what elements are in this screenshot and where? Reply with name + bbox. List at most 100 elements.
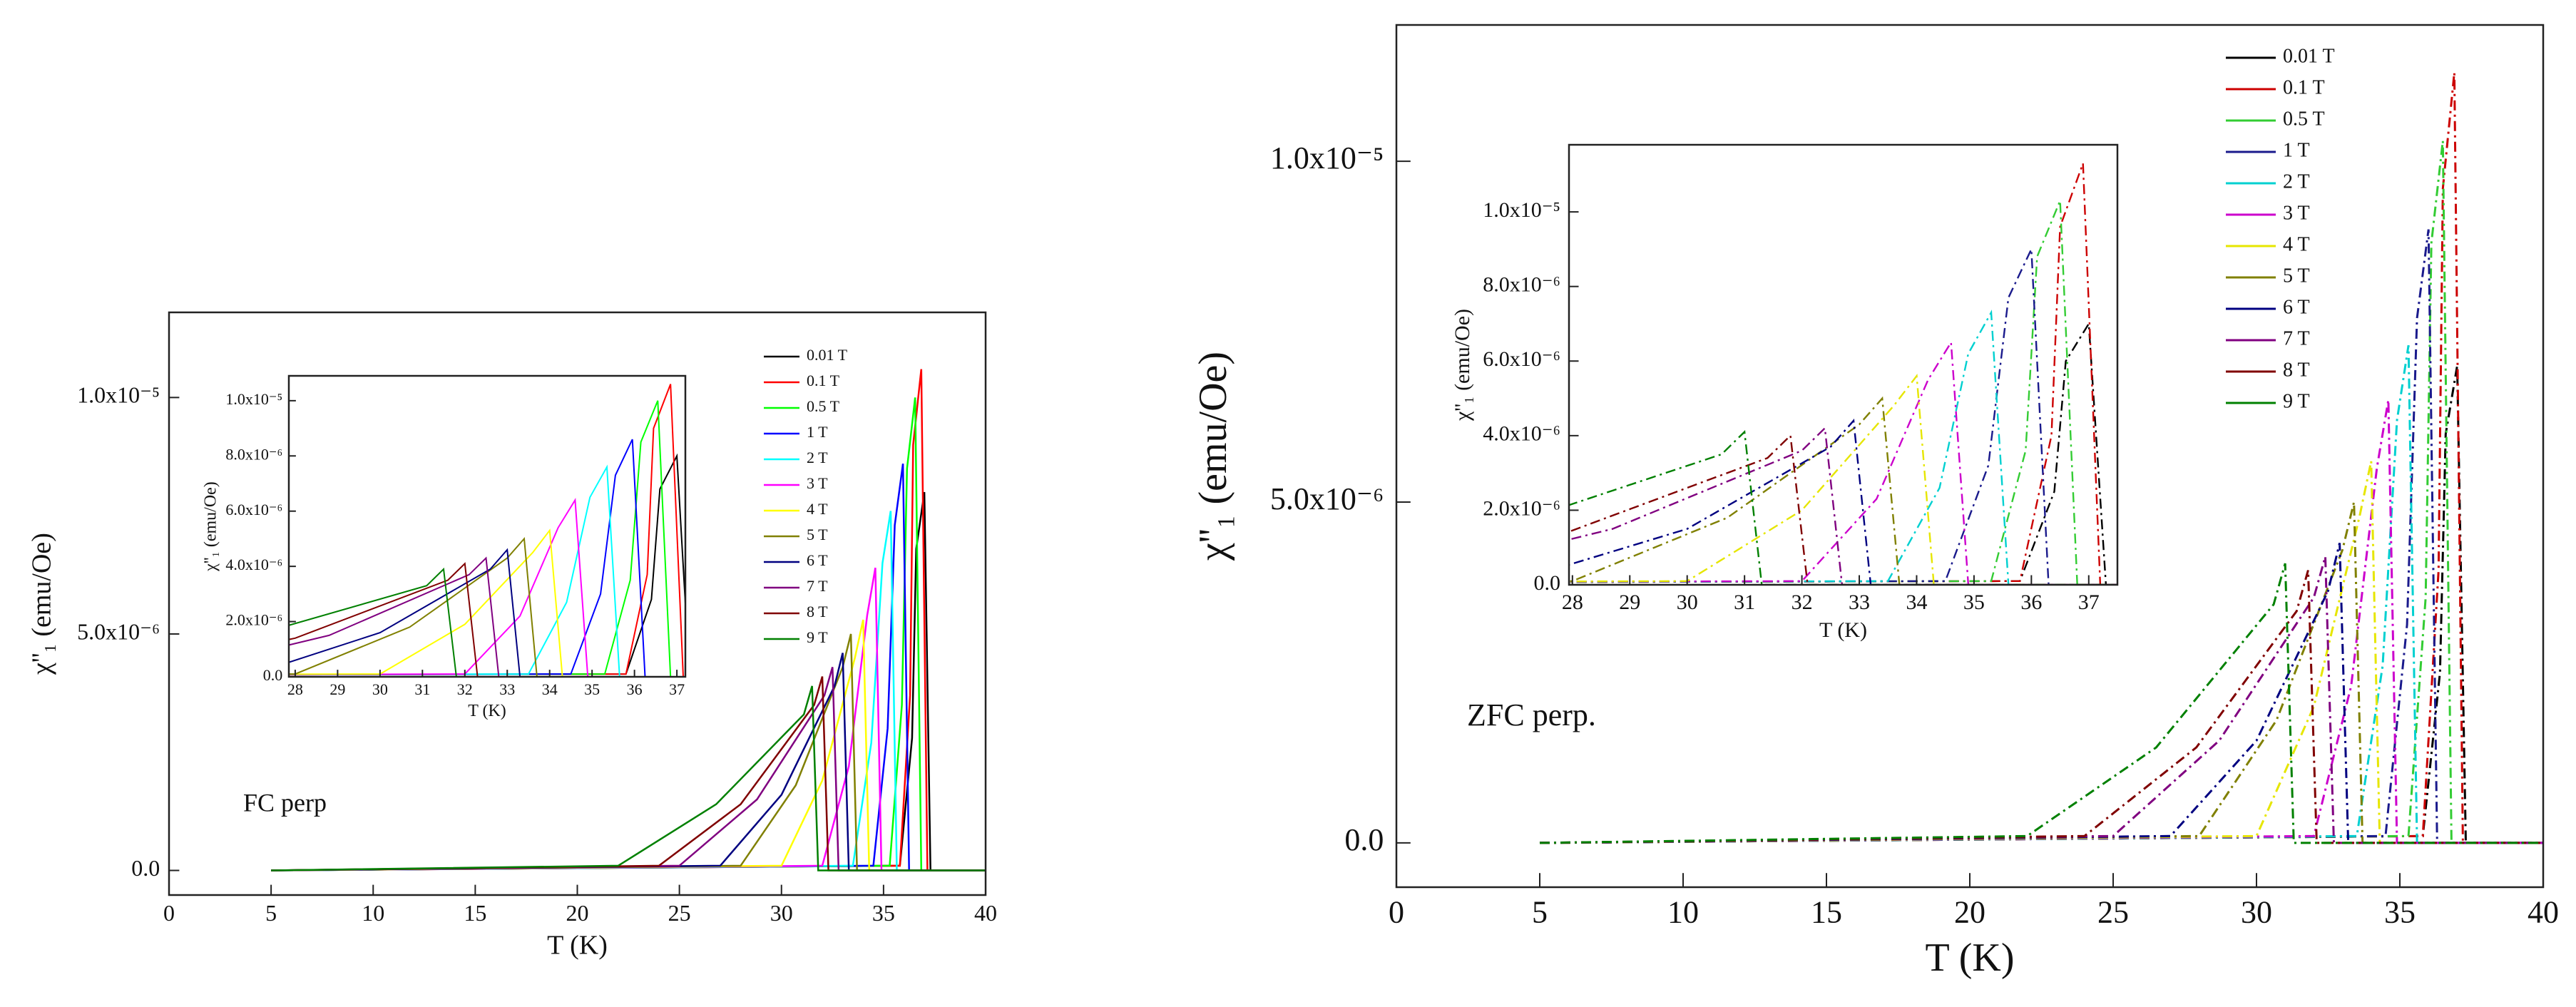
x-tick-label: 20 xyxy=(566,900,589,926)
y-tick-label: 1.0x10⁻⁵ xyxy=(225,390,282,408)
series-line xyxy=(1539,72,2543,844)
x-tick-label: 25 xyxy=(2097,895,2129,930)
legend-label: 3 T xyxy=(807,474,828,492)
legend-label: 1 T xyxy=(2283,139,2310,161)
series-line xyxy=(289,439,685,677)
y-tick-label: 5.0x10⁻⁶ xyxy=(1270,481,1384,516)
legend-label: 9 T xyxy=(807,628,828,646)
x-tick-label: 15 xyxy=(464,900,486,926)
series-line xyxy=(289,556,685,677)
y-axis-label: χ''₁ (emu/Oe) xyxy=(27,533,57,675)
y-tick-label: 1.0x10⁻⁵ xyxy=(77,382,160,408)
x-tick-label: 15 xyxy=(1811,895,1842,930)
legend-label: 4 T xyxy=(807,500,828,518)
x-tick-label: 40 xyxy=(974,900,997,926)
plot-area xyxy=(1569,145,2117,585)
x-tick-label: 5 xyxy=(1532,895,1548,930)
x-axis-label: T (K) xyxy=(1819,618,1867,642)
x-tick-label: 0 xyxy=(163,900,175,926)
y-tick-label: 0.0 xyxy=(1344,822,1384,857)
x-tick-label: 30 xyxy=(2241,895,2272,930)
legend-label: 6 T xyxy=(2283,296,2310,318)
series-line xyxy=(1569,163,2117,585)
x-tick-label: 36 xyxy=(2020,591,2042,614)
y-tick-label: 8.0x10⁻⁶ xyxy=(225,445,282,463)
x-axis-label: T (K) xyxy=(468,702,506,720)
x-tick-label: 29 xyxy=(329,680,345,698)
legend-label: 8 T xyxy=(807,603,828,620)
y-axis-label: χ''₁ (emu/Oe) xyxy=(1451,309,1474,421)
plot-area xyxy=(289,376,685,677)
x-tick-label: 34 xyxy=(1906,591,1927,614)
series-line xyxy=(1539,140,2543,844)
series-line xyxy=(1539,399,2543,844)
y-tick-label: 2.0x10⁻⁶ xyxy=(225,611,282,629)
y-axis-label: χ''₁ (emu/Oe) xyxy=(1191,352,1235,561)
series-group xyxy=(1539,72,2543,844)
legend-label: 4 T xyxy=(2283,233,2310,255)
legend-label: 0.01 T xyxy=(2283,45,2335,67)
x-tick-label: 32 xyxy=(1792,591,1813,614)
legend-label: 7 T xyxy=(2283,327,2310,349)
legend-label: 6 T xyxy=(807,551,828,569)
x-tick-label: 25 xyxy=(668,900,691,926)
x-tick-label: 40 xyxy=(2528,895,2559,930)
x-axis-label: T (K) xyxy=(547,931,608,961)
x-tick-label: 35 xyxy=(872,900,895,926)
series-line xyxy=(1569,396,2117,585)
y-tick-label: 6.0x10⁻⁶ xyxy=(1483,347,1560,371)
x-tick-label: 31 xyxy=(1734,591,1755,614)
x-tick-label: 10 xyxy=(1667,895,1699,930)
y-tick-label: 2.0x10⁻⁶ xyxy=(1483,496,1560,520)
x-tick-label: 32 xyxy=(457,680,473,698)
series-line xyxy=(1539,229,2543,844)
x-tick-label: 20 xyxy=(1954,895,1985,930)
series-line xyxy=(1539,556,2543,844)
x-tick-label: 28 xyxy=(1562,591,1583,614)
x-tick-label: 37 xyxy=(669,680,685,698)
legend-label: 1 T xyxy=(807,423,828,441)
x-tick-label: 28 xyxy=(287,680,303,698)
legend-label: 7 T xyxy=(807,577,828,595)
x-tick-label: 36 xyxy=(627,680,643,698)
legend-label: 0.1 T xyxy=(807,372,840,389)
series-line xyxy=(1569,434,2117,585)
series-line xyxy=(1569,419,2117,585)
x-tick-label: 5 xyxy=(265,900,277,926)
legend-label: 0.5 T xyxy=(807,397,840,415)
y-tick-label: 5.0x10⁻⁶ xyxy=(77,618,160,644)
legend-label: 0.1 T xyxy=(2283,76,2325,98)
x-tick-label: 35 xyxy=(1963,591,1985,614)
legend-label: 3 T xyxy=(2283,202,2310,224)
series-line xyxy=(1539,543,2543,844)
x-tick-label: 0 xyxy=(1389,895,1404,930)
legend-label: 5 T xyxy=(807,526,828,543)
legend-label: 5 T xyxy=(2283,265,2310,287)
y-axis-label: χ''₁ (emu/Oe) xyxy=(202,481,220,572)
y-tick-label: 6.0x10⁻⁶ xyxy=(225,501,282,518)
y-tick-label: 0.0 xyxy=(131,855,160,881)
x-tick-label: 33 xyxy=(1849,591,1870,614)
series-line xyxy=(289,464,685,677)
series-line xyxy=(1569,310,2117,585)
x-tick-label: 10 xyxy=(362,900,384,926)
y-tick-label: 4.0x10⁻⁶ xyxy=(1483,422,1560,446)
series-line xyxy=(1539,563,2543,844)
axes-frame xyxy=(287,374,687,678)
x-tick-label: 37 xyxy=(2078,591,2100,614)
x-tick-label: 30 xyxy=(1677,591,1698,614)
axes-frame xyxy=(1568,143,2119,586)
y-tick-label: 1.0x10⁻⁵ xyxy=(1483,198,1560,222)
y-tick-label: 1.0x10⁻⁵ xyxy=(1270,140,1384,175)
y-tick-label: 8.0x10⁻⁶ xyxy=(1483,273,1560,297)
series-line xyxy=(1569,200,2117,585)
series-line xyxy=(289,384,685,677)
annotation: FC perp xyxy=(243,788,327,817)
x-tick-label: 30 xyxy=(770,900,793,926)
series-line xyxy=(289,567,685,677)
x-tick-label: 29 xyxy=(1619,591,1640,614)
series-group xyxy=(271,369,986,871)
x-tick-label: 30 xyxy=(372,680,388,698)
annotation: ZFC perp. xyxy=(1467,697,1596,732)
